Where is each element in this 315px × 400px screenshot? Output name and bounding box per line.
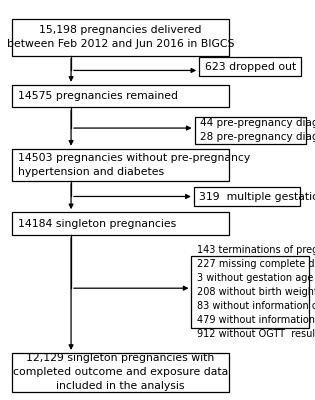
FancyBboxPatch shape <box>12 149 228 181</box>
FancyBboxPatch shape <box>194 188 300 206</box>
FancyBboxPatch shape <box>12 353 228 392</box>
Text: 14575 pregnancies remained: 14575 pregnancies remained <box>18 91 178 101</box>
FancyBboxPatch shape <box>12 85 228 108</box>
FancyBboxPatch shape <box>195 117 306 144</box>
Text: 14184 singleton pregnancies: 14184 singleton pregnancies <box>18 218 176 228</box>
FancyBboxPatch shape <box>199 57 301 76</box>
Text: 623 dropped out: 623 dropped out <box>205 62 296 72</box>
Text: 15,198 pregnancies delivered
between Feb 2012 and Jun 2016 in BIGCS: 15,198 pregnancies delivered between Feb… <box>7 25 234 49</box>
Text: 14503 pregnancies without pre-pregnancy
hypertension and diabetes: 14503 pregnancies without pre-pregnancy … <box>18 153 250 177</box>
Text: 319  multiple gestations: 319 multiple gestations <box>199 192 315 202</box>
Text: 143 terminations of pregnancy
227 missing complete delivery data
3 without gesta: 143 terminations of pregnancy 227 missin… <box>197 245 315 339</box>
Text: 44 pre-pregnancy diagnosed hypertension
28 pre-pregnancy diagnosed diabetes: 44 pre-pregnancy diagnosed hypertension … <box>200 118 315 142</box>
Text: 12,129 singleton pregnancies with
completed outcome and exposure data
included i: 12,129 singleton pregnancies with comple… <box>13 354 228 392</box>
FancyBboxPatch shape <box>192 256 309 328</box>
FancyBboxPatch shape <box>12 19 228 56</box>
FancyBboxPatch shape <box>12 212 228 235</box>
